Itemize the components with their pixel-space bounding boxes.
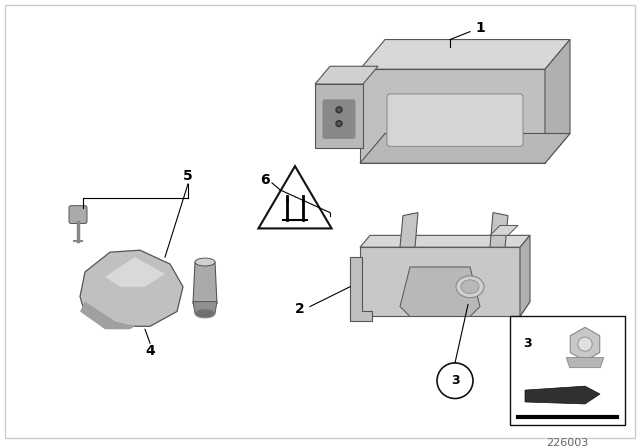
Text: 226003: 226003 xyxy=(546,438,588,448)
Polygon shape xyxy=(105,257,165,287)
Polygon shape xyxy=(360,69,545,163)
Text: 1: 1 xyxy=(475,21,485,34)
Text: 3: 3 xyxy=(524,337,532,350)
Polygon shape xyxy=(360,39,570,69)
Ellipse shape xyxy=(461,280,479,294)
Polygon shape xyxy=(80,250,183,326)
Polygon shape xyxy=(545,39,570,163)
Polygon shape xyxy=(315,66,378,84)
Text: 2: 2 xyxy=(295,302,305,315)
Polygon shape xyxy=(80,302,135,329)
Polygon shape xyxy=(570,327,600,361)
Text: 5: 5 xyxy=(183,169,193,183)
FancyBboxPatch shape xyxy=(323,100,355,138)
Polygon shape xyxy=(400,267,480,316)
Polygon shape xyxy=(566,358,604,368)
Ellipse shape xyxy=(456,276,484,297)
Polygon shape xyxy=(193,302,217,314)
Text: 4: 4 xyxy=(145,344,155,358)
Text: 3: 3 xyxy=(451,374,460,387)
Polygon shape xyxy=(315,84,363,148)
Polygon shape xyxy=(193,262,217,304)
Polygon shape xyxy=(360,235,530,247)
Polygon shape xyxy=(360,247,520,316)
Ellipse shape xyxy=(195,258,215,266)
Polygon shape xyxy=(525,386,600,404)
Circle shape xyxy=(336,107,342,113)
FancyBboxPatch shape xyxy=(387,94,523,146)
Circle shape xyxy=(578,337,592,351)
Ellipse shape xyxy=(195,309,215,318)
Circle shape xyxy=(437,363,473,399)
Polygon shape xyxy=(490,225,518,235)
FancyBboxPatch shape xyxy=(69,206,87,224)
Polygon shape xyxy=(259,166,332,228)
Polygon shape xyxy=(400,213,418,247)
Polygon shape xyxy=(350,257,372,321)
Polygon shape xyxy=(520,235,530,316)
Polygon shape xyxy=(360,134,570,163)
Circle shape xyxy=(336,121,342,127)
Polygon shape xyxy=(360,302,530,316)
Polygon shape xyxy=(490,213,508,247)
FancyBboxPatch shape xyxy=(510,316,625,425)
Text: 6: 6 xyxy=(260,173,270,187)
